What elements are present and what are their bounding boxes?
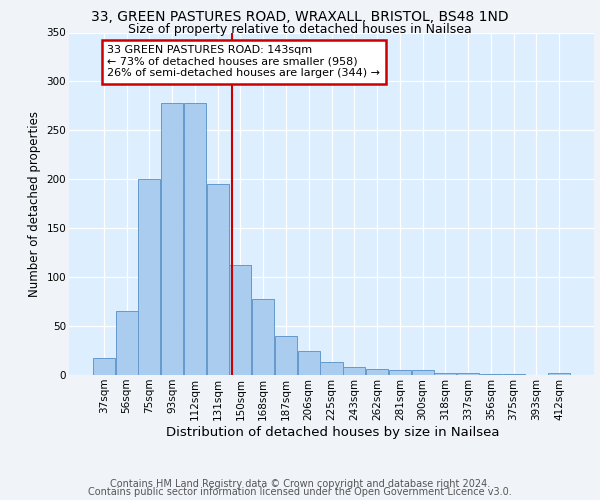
Bar [93,358,115,375]
Text: Contains HM Land Registry data © Crown copyright and database right 2024.: Contains HM Land Registry data © Crown c… [110,479,490,489]
Text: 33, GREEN PASTURES ROAD, WRAXALL, BRISTOL, BS48 1ND: 33, GREEN PASTURES ROAD, WRAXALL, BRISTO… [91,10,509,24]
Bar [343,367,365,375]
Bar [503,374,524,375]
Text: Size of property relative to detached houses in Nailsea: Size of property relative to detached ho… [128,22,472,36]
Bar [139,180,160,375]
Bar [206,184,229,375]
Bar [298,350,320,375]
Text: Distribution of detached houses by size in Nailsea: Distribution of detached houses by size … [166,426,500,439]
Bar [434,373,457,375]
Bar [480,374,502,375]
Text: 33 GREEN PASTURES ROAD: 143sqm
← 73% of detached houses are smaller (958)
26% of: 33 GREEN PASTURES ROAD: 143sqm ← 73% of … [107,45,380,78]
Bar [548,373,570,375]
Bar [457,373,479,375]
Bar [184,103,206,375]
Text: Contains public sector information licensed under the Open Government Licence v3: Contains public sector information licen… [88,487,512,497]
Bar [412,370,434,375]
Y-axis label: Number of detached properties: Number of detached properties [28,111,41,296]
Bar [229,266,251,375]
Bar [275,336,297,375]
Bar [389,370,411,375]
Bar [161,103,183,375]
Bar [320,362,343,375]
Bar [252,298,274,375]
Bar [366,369,388,375]
Bar [116,312,138,375]
